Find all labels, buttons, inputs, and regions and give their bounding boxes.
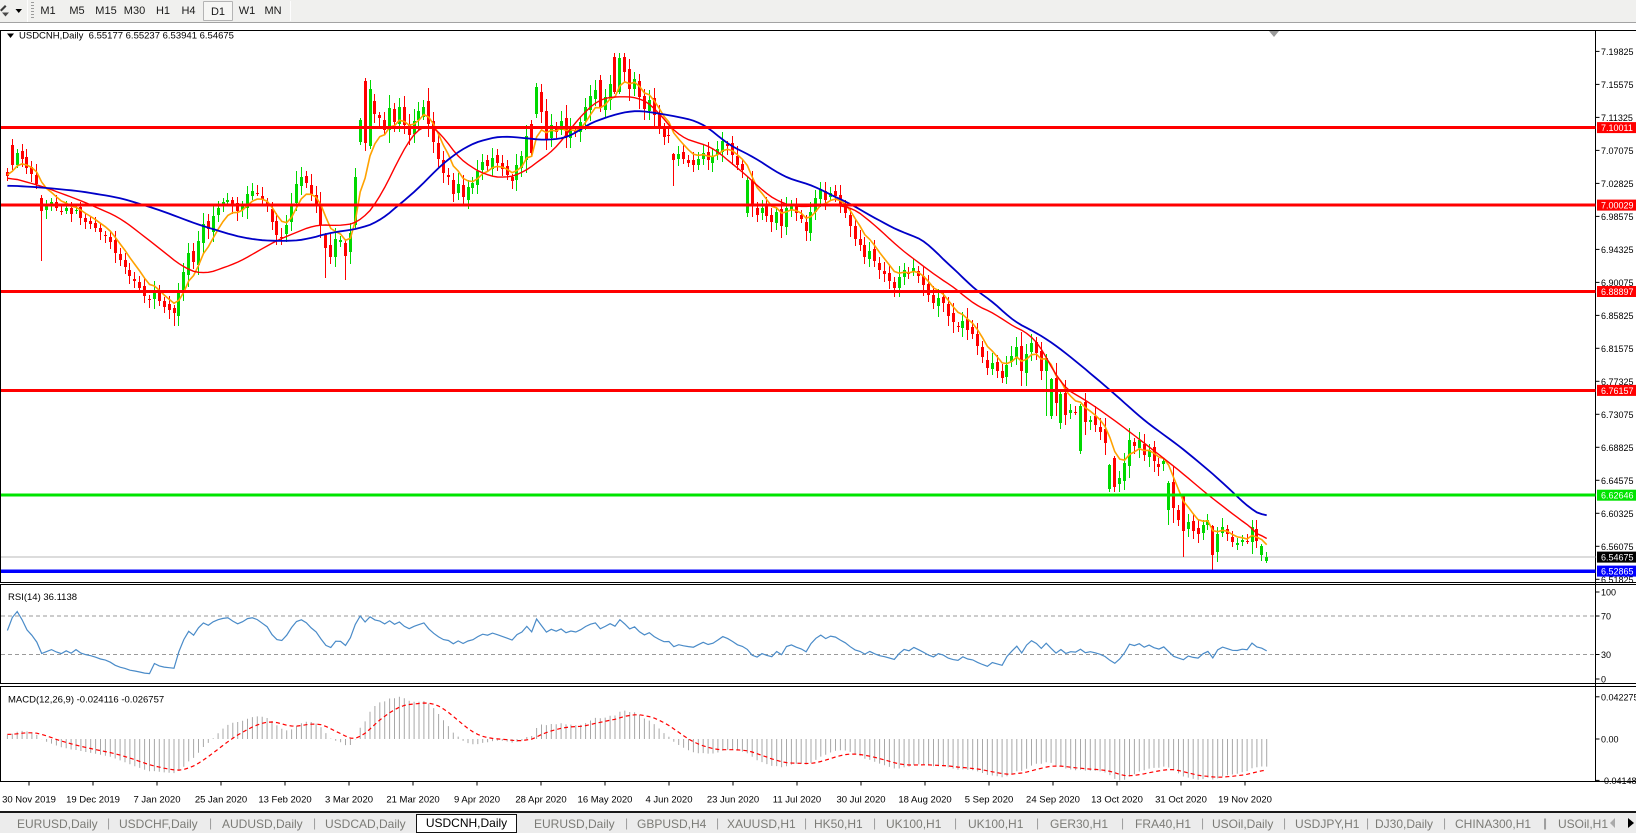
svg-text:USDCNH,Daily 6.55177 6.55237: USDCNH,Daily 6.55177 6.55237 6.53941 6.5… [19,31,234,42]
svg-text:0.042275: 0.042275 [1601,692,1636,702]
svg-text:6.77325: 6.77325 [1601,377,1634,387]
svg-text:6.56075: 6.56075 [1601,542,1634,552]
svg-text:0.00: 0.00 [1601,735,1619,745]
svg-text:70: 70 [1601,612,1611,622]
svg-text:6.85825: 6.85825 [1601,311,1634,321]
svg-text:7.02825: 7.02825 [1601,179,1634,189]
svg-text:6.60325: 6.60325 [1601,509,1634,519]
svg-text:MACD(12,26,9) -0.024116 -0.026: MACD(12,26,9) -0.024116 -0.026757 [8,695,164,706]
svg-text:19 Nov 2020: 19 Nov 2020 [1218,795,1272,806]
svg-text:6.62646: 6.62646 [1601,491,1634,501]
svg-text:25 Jan 2020: 25 Jan 2020 [195,795,247,806]
svg-text:13 Oct 2020: 13 Oct 2020 [1091,795,1143,806]
svg-text:21 Mar 2020: 21 Mar 2020 [386,795,439,806]
svg-text:6.81575: 6.81575 [1601,344,1634,354]
svg-text:7.00029: 7.00029 [1601,201,1634,211]
svg-text:30: 30 [1601,650,1611,660]
svg-text:28 Apr 2020: 28 Apr 2020 [515,795,566,806]
svg-text:6.54675: 6.54675 [1601,553,1634,563]
svg-text:RSI(14) 36.1138: RSI(14) 36.1138 [8,592,77,603]
svg-text:6.52865: 6.52865 [1601,567,1634,577]
svg-text:3 Mar 2020: 3 Mar 2020 [325,795,373,806]
svg-text:6.76157: 6.76157 [1601,386,1634,396]
svg-text:6.98575: 6.98575 [1601,212,1634,222]
svg-text:7.15575: 7.15575 [1601,80,1634,90]
svg-text:7.07075: 7.07075 [1601,146,1634,156]
svg-text:7.10011: 7.10011 [1601,123,1633,133]
svg-text:30 Jul 2020: 30 Jul 2020 [836,795,885,806]
svg-text:16 May 2020: 16 May 2020 [578,795,633,806]
svg-text:31 Oct 2020: 31 Oct 2020 [1155,795,1207,806]
svg-text:6.94325: 6.94325 [1601,245,1634,255]
svg-text:6.64575: 6.64575 [1601,476,1634,486]
svg-text:19 Dec 2019: 19 Dec 2019 [66,795,120,806]
svg-text:0: 0 [1601,675,1606,685]
svg-text:100: 100 [1601,588,1616,598]
svg-text:11 Jul 2020: 11 Jul 2020 [773,795,821,806]
svg-text:6.73075: 6.73075 [1601,410,1634,420]
svg-text:6.88897: 6.88897 [1601,287,1634,297]
svg-text:30 Nov 2019: 30 Nov 2019 [2,795,56,806]
svg-text:6.68825: 6.68825 [1601,443,1634,453]
svg-text:4 Jun 2020: 4 Jun 2020 [645,795,692,806]
svg-text:24 Sep 2020: 24 Sep 2020 [1026,795,1080,806]
svg-text:7.19825: 7.19825 [1601,47,1634,57]
svg-text:13 Feb 2020: 13 Feb 2020 [258,795,311,806]
svg-text:5 Sep 2020: 5 Sep 2020 [965,795,1014,806]
svg-text:7 Jan 2020: 7 Jan 2020 [133,795,180,806]
svg-text:23 Jun 2020: 23 Jun 2020 [707,795,759,806]
svg-text:6.90075: 6.90075 [1601,278,1634,288]
svg-text:-0.04148: -0.04148 [1601,776,1636,786]
svg-text:7.11325: 7.11325 [1601,113,1633,123]
svg-text:6.51825: 6.51825 [1601,575,1634,585]
svg-text:9 Apr 2020: 9 Apr 2020 [454,795,500,806]
svg-text:18 Aug 2020: 18 Aug 2020 [898,795,951,806]
